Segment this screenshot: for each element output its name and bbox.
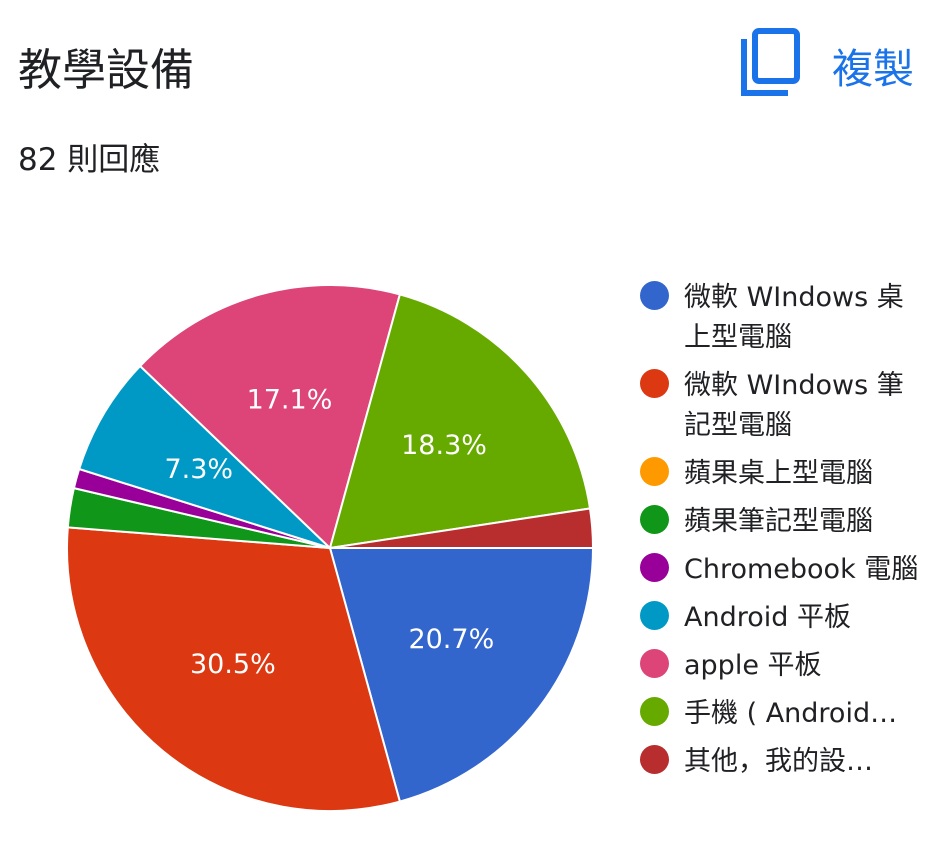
slice-data-label: 18.3% (401, 430, 487, 461)
legend-item[interactable]: 蘋果筆記型電腦 (640, 502, 940, 542)
pie-slice[interactable] (328, 547, 595, 803)
legend-item[interactable]: apple 平板 (640, 646, 940, 686)
pie-slice[interactable] (66, 526, 402, 812)
pie-slice[interactable] (77, 364, 331, 549)
copy-button[interactable]: 複製 (738, 26, 938, 104)
legend-label: 其他，我的設… (684, 746, 873, 777)
pie-slice[interactable] (329, 507, 595, 549)
response-count: 82 則回應 (18, 142, 161, 178)
legend-swatch (640, 369, 669, 398)
chart-legend: 微軟 WIndows 桌上型電腦 微軟 WIndows 筆記型電腦 蘋果桌上型電… (640, 278, 940, 790)
legend-label: 微軟 WIndows 桌上型電腦 (684, 282, 904, 353)
legend-label: 蘋果筆記型電腦 (684, 506, 873, 537)
legend-label: apple 平板 (684, 650, 822, 681)
pie-chart: 20.7% 30.5% 7.3% 17.1% 18.3% (66, 284, 595, 812)
legend-label: 微軟 WIndows 筆記型電腦 (684, 370, 904, 441)
legend-label: Chromebook 電腦 (684, 554, 919, 585)
copy-label: 複製 (832, 45, 914, 93)
legend-item[interactable]: 其他，我的設… (640, 742, 940, 782)
legend-item[interactable]: 微軟 WIndows 桌上型電腦 (640, 278, 940, 358)
slice-data-label: 7.3% (164, 454, 233, 485)
slice-data-label: 20.7% (408, 624, 494, 655)
legend-item[interactable]: 蘋果桌上型電腦 (640, 454, 940, 494)
pie-slice[interactable] (328, 293, 592, 550)
legend-swatch (640, 281, 669, 310)
legend-swatch (640, 697, 669, 726)
slice-data-label: 30.5% (190, 649, 276, 680)
legend-item[interactable]: 手機 ( Android… (640, 694, 940, 734)
legend-item[interactable]: Chromebook 電腦 (640, 550, 940, 590)
copy-icon (738, 27, 802, 103)
legend-label: 蘋果桌上型電腦 (684, 458, 873, 489)
legend-swatch (640, 457, 669, 486)
pie-slice[interactable] (138, 284, 402, 550)
legend-swatch (640, 505, 669, 534)
legend-label: 手機 ( Android… (684, 698, 898, 729)
legend-swatch (640, 553, 669, 582)
legend-item[interactable]: 微軟 WIndows 筆記型電腦 (640, 366, 940, 446)
legend-swatch (640, 601, 669, 630)
slice-data-label: 17.1% (247, 384, 333, 415)
legend-label: Android 平板 (684, 602, 851, 633)
page-title: 教學設備 (18, 45, 194, 96)
legend-swatch (640, 745, 669, 774)
legend-item[interactable]: Android 平板 (640, 598, 940, 638)
legend-swatch (640, 649, 669, 678)
